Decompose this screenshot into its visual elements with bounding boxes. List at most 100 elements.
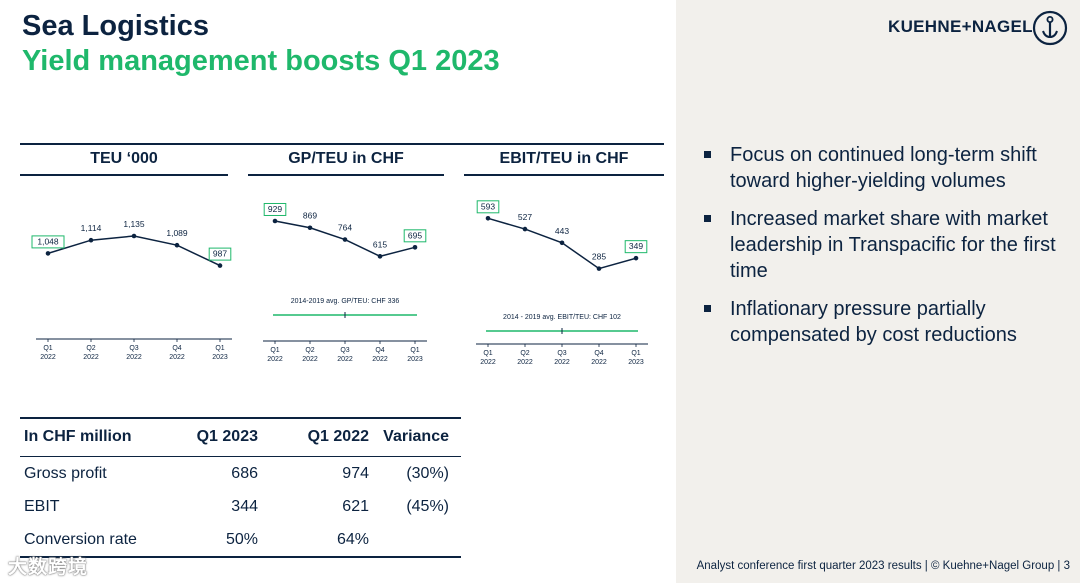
chart3-tick-year: 2022 [517,359,533,366]
chart2-tick-label: Q1 [270,347,279,354]
chart3-data-point [522,226,528,232]
chart3-label-box [624,240,648,254]
chart1-data-point [131,233,137,239]
table-cell: 344 [231,497,258,515]
chart2-data-point [377,254,383,259]
chart3-tick-year: 2023 [628,359,644,366]
chart3-tick-year: 2022 [554,359,570,366]
chart1-data-point [88,237,94,243]
table-cell: 64% [336,530,369,548]
chart3-data-point [485,216,491,221]
table-cell: Gross profit [24,464,107,482]
chart2-title: GP/TEU in CHF [288,150,404,167]
bullet-item: Increased market share with market leade… [703,206,1073,284]
chart1-tick-label: Q2 [86,345,95,352]
chart3-tick-label: Q1 [631,350,640,357]
watermark-text: 大数跨境 [8,557,89,578]
chart3-data-label: 349 [629,241,643,251]
right-panel [676,0,1080,583]
chart1-tick-year: 2023 [212,354,228,361]
chart2-tick-year: 2023 [407,356,423,363]
bullet-item: Inflationary pressure partially compensa… [703,296,1073,348]
chart1-tick-year: 2022 [83,354,99,361]
chart3-data-label: 527 [518,212,532,222]
chart1-label-box [31,235,65,249]
table-cell: 974 [342,464,369,482]
chart1-title-rule [20,174,228,176]
page-title: Sea Logistics [22,10,209,42]
chart2-tick-year: 2022 [267,356,283,363]
chart3-title-rule [464,174,664,176]
chart1-series-line [47,235,221,267]
chart3-tick-year: 2022 [591,359,607,366]
table-cell: (30%) [406,464,449,482]
financial-table: In CHF million Q1 2023 Q1 2022 Variance … [20,417,461,558]
chart2-data-point [272,218,278,224]
chart3-tick-label: Q4 [594,350,603,357]
table-bottom-rule [20,556,461,558]
chart1-data-label: 1,135 [123,219,145,229]
chart3-avg-label: 2014 - 2019 avg. EBIT/TEU: CHF 102 [503,314,621,321]
chart2-tick-label: Q1 [410,347,419,354]
chart2-data-point [342,237,348,242]
chart3-title: EBIT/TEU in CHF [499,150,629,167]
chart1-tick-label: Q1 [215,345,224,352]
chart2-label-box [263,202,287,216]
table-header-rule [20,455,461,457]
chart3-tick-label: Q1 [483,350,492,357]
chart2-tick-label: Q4 [375,347,384,354]
chart2-data-point [412,245,418,250]
chart3-data-point [559,240,565,246]
chart1-data-label: 1,114 [81,223,102,233]
bullet-list: Focus on continued long-term shift towar… [703,142,1073,360]
header-cell: In CHF million [24,428,132,445]
chart1-data-point [174,242,180,248]
chart3-tick-label: Q3 [557,350,566,357]
chart1-tick-year: 2022 [126,354,142,361]
chart1-data-label: 987 [213,249,227,259]
chart1-data-point [217,263,223,268]
chart2-label-box [403,229,427,243]
chart2-data-label: 869 [303,211,317,221]
table-cell: Conversion rate [24,530,137,548]
chart3-data-label: 285 [592,252,606,262]
header-cell: Q1 2023 [196,428,258,445]
chart2-tick-year: 2022 [337,356,353,363]
chart3-data-point [596,266,602,271]
chart2-tick-year: 2022 [372,356,388,363]
chart3-data-label: 443 [555,226,569,236]
bullet-item: Focus on continued long-term shift towar… [703,142,1073,194]
chart2-tick-label: Q2 [305,347,314,354]
header-cell: Variance [383,428,449,445]
chart1-label-box [208,247,232,261]
chart1-tick-year: 2022 [169,354,185,361]
chart1-data-label: 1,089 [166,228,188,238]
chart1-tick-label: Q1 [43,345,52,352]
table-row: Gross profit 686 974 (30%) [20,457,461,490]
line-charts: 1,048 Q1 2022 1,114 Q2 2022 1,135 Q3 2022 1,089 Q4… [31,200,648,366]
table-top-rule [20,417,461,419]
chart1-data-point [45,251,51,256]
chart3-tick-label: Q2 [520,350,529,357]
chart2-title-rule [248,174,444,176]
chart3-data-label: 593 [481,201,495,211]
table-row: Conversion rate 50% 64% [20,523,461,556]
chart1-title: TEU ‘000 [90,150,158,167]
chart2-data-label: 929 [268,204,282,214]
chart3-tick-year: 2022 [480,359,496,366]
table-cell: 621 [342,497,369,515]
chart1-tick-label: Q4 [172,345,181,352]
header-cell: Q1 2022 [307,428,369,445]
footer-text: Analyst conference first quarter 2023 re… [696,560,1070,572]
table-cell: 50% [225,530,258,548]
table-cell: (45%) [406,497,449,515]
table-row: EBIT 344 621 (45%) [20,490,461,523]
charts-top-rule [20,143,664,145]
chart2-data-label: 615 [373,239,387,249]
chart3-label-box [476,200,500,214]
table-cell: EBIT [24,497,60,515]
charts-area: TEU ‘000 GP/TEU in CHF EBIT/TEU in CHF 1… [20,143,664,383]
chart2-avg-label: 2014-2019 avg. GP/TEU: CHF 336 [291,298,400,305]
chart2-tick-year: 2022 [302,356,318,363]
chart1-tick-year: 2022 [40,354,56,361]
